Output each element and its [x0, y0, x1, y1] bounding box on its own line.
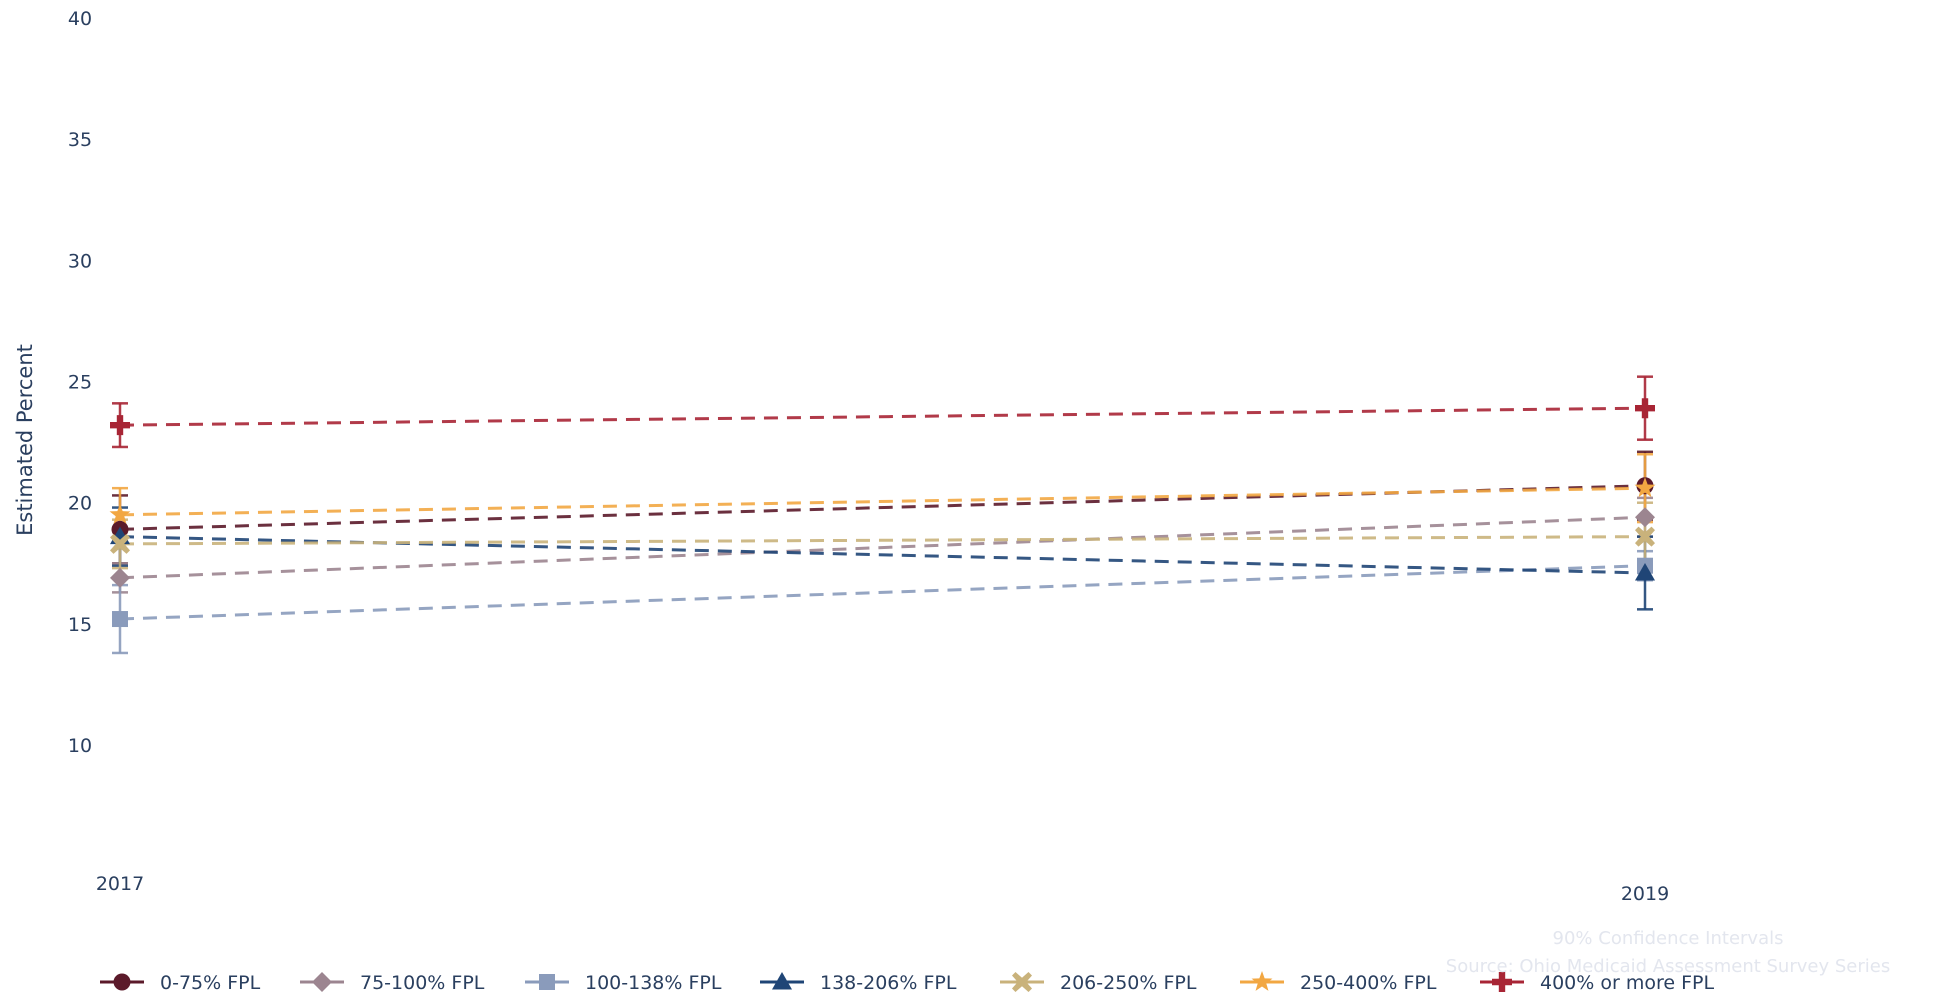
legend-label: 400% or more FPL [1540, 972, 1714, 994]
legend-label: 206-250% FPL [1060, 972, 1197, 994]
x-axis-ticks: 2017 2019 [96, 873, 1669, 905]
series-line [119, 406, 1646, 427]
data-point [110, 415, 130, 436]
data-point [1635, 562, 1655, 581]
y-tick-label: 30 [68, 250, 92, 272]
data-point [1635, 526, 1655, 547]
legend-marker [772, 972, 792, 990]
series-line [119, 535, 1646, 575]
legend: 0-75% FPL 75-100% FPL 100-138% FPL 138-206%… [100, 971, 1714, 994]
legend-label: 250-400% FPL [1300, 972, 1437, 994]
series-line [119, 515, 1646, 580]
legend-item[interactable]: 100-138% FPL [525, 972, 722, 994]
legend-marker [113, 973, 131, 991]
legend-item[interactable]: 138-206% FPL [760, 972, 957, 994]
legend-item[interactable]: 250-400% FPL [1240, 971, 1437, 994]
source-note: Source: Ohio Medicaid Assessment Survey … [1446, 956, 1890, 977]
x-tick-label: 2017 [96, 873, 144, 895]
series-line [119, 535, 1646, 546]
data-point [1634, 477, 1656, 498]
y-tick-label: 10 [68, 735, 92, 757]
series-lines [119, 406, 1646, 621]
data-point [109, 503, 131, 524]
data-point [110, 567, 130, 588]
legend-marker [312, 972, 332, 992]
legend-item[interactable]: 400% or more FPL [1480, 972, 1714, 994]
y-tick-label: 40 [68, 8, 92, 30]
y-tick-label: 20 [68, 493, 92, 515]
x-tick-label: 2019 [1621, 883, 1669, 905]
data-point [110, 533, 130, 554]
legend-marker [539, 974, 555, 990]
y-axis-title: Estimated Percent [13, 344, 37, 536]
data-point [1635, 507, 1655, 528]
legend-marker [1012, 972, 1032, 992]
legend-label: 138-206% FPL [820, 972, 957, 994]
legend-marker [1251, 971, 1273, 991]
data-point [1635, 398, 1655, 419]
legend-marker [1492, 972, 1512, 992]
legend-item[interactable]: 75-100% FPL [300, 972, 485, 994]
y-axis-ticks: 10 15 20 25 30 35 40 [68, 8, 92, 757]
confidence-interval-note: 90% Confidence Intervals [1553, 928, 1784, 949]
series-line [119, 486, 1646, 517]
series-line [119, 564, 1646, 621]
legend-label: 0-75% FPL [160, 972, 261, 994]
legend-item[interactable]: 206-250% FPL [1000, 972, 1197, 994]
series-markers [109, 398, 1656, 628]
y-tick-label: 25 [68, 372, 92, 394]
y-tick-label: 35 [68, 129, 92, 151]
data-point [112, 611, 128, 628]
legend-item[interactable]: 0-75% FPL [100, 972, 261, 994]
y-tick-label: 15 [68, 614, 92, 636]
legend-label: 75-100% FPL [360, 972, 485, 994]
legend-label: 100-138% FPL [585, 972, 722, 994]
